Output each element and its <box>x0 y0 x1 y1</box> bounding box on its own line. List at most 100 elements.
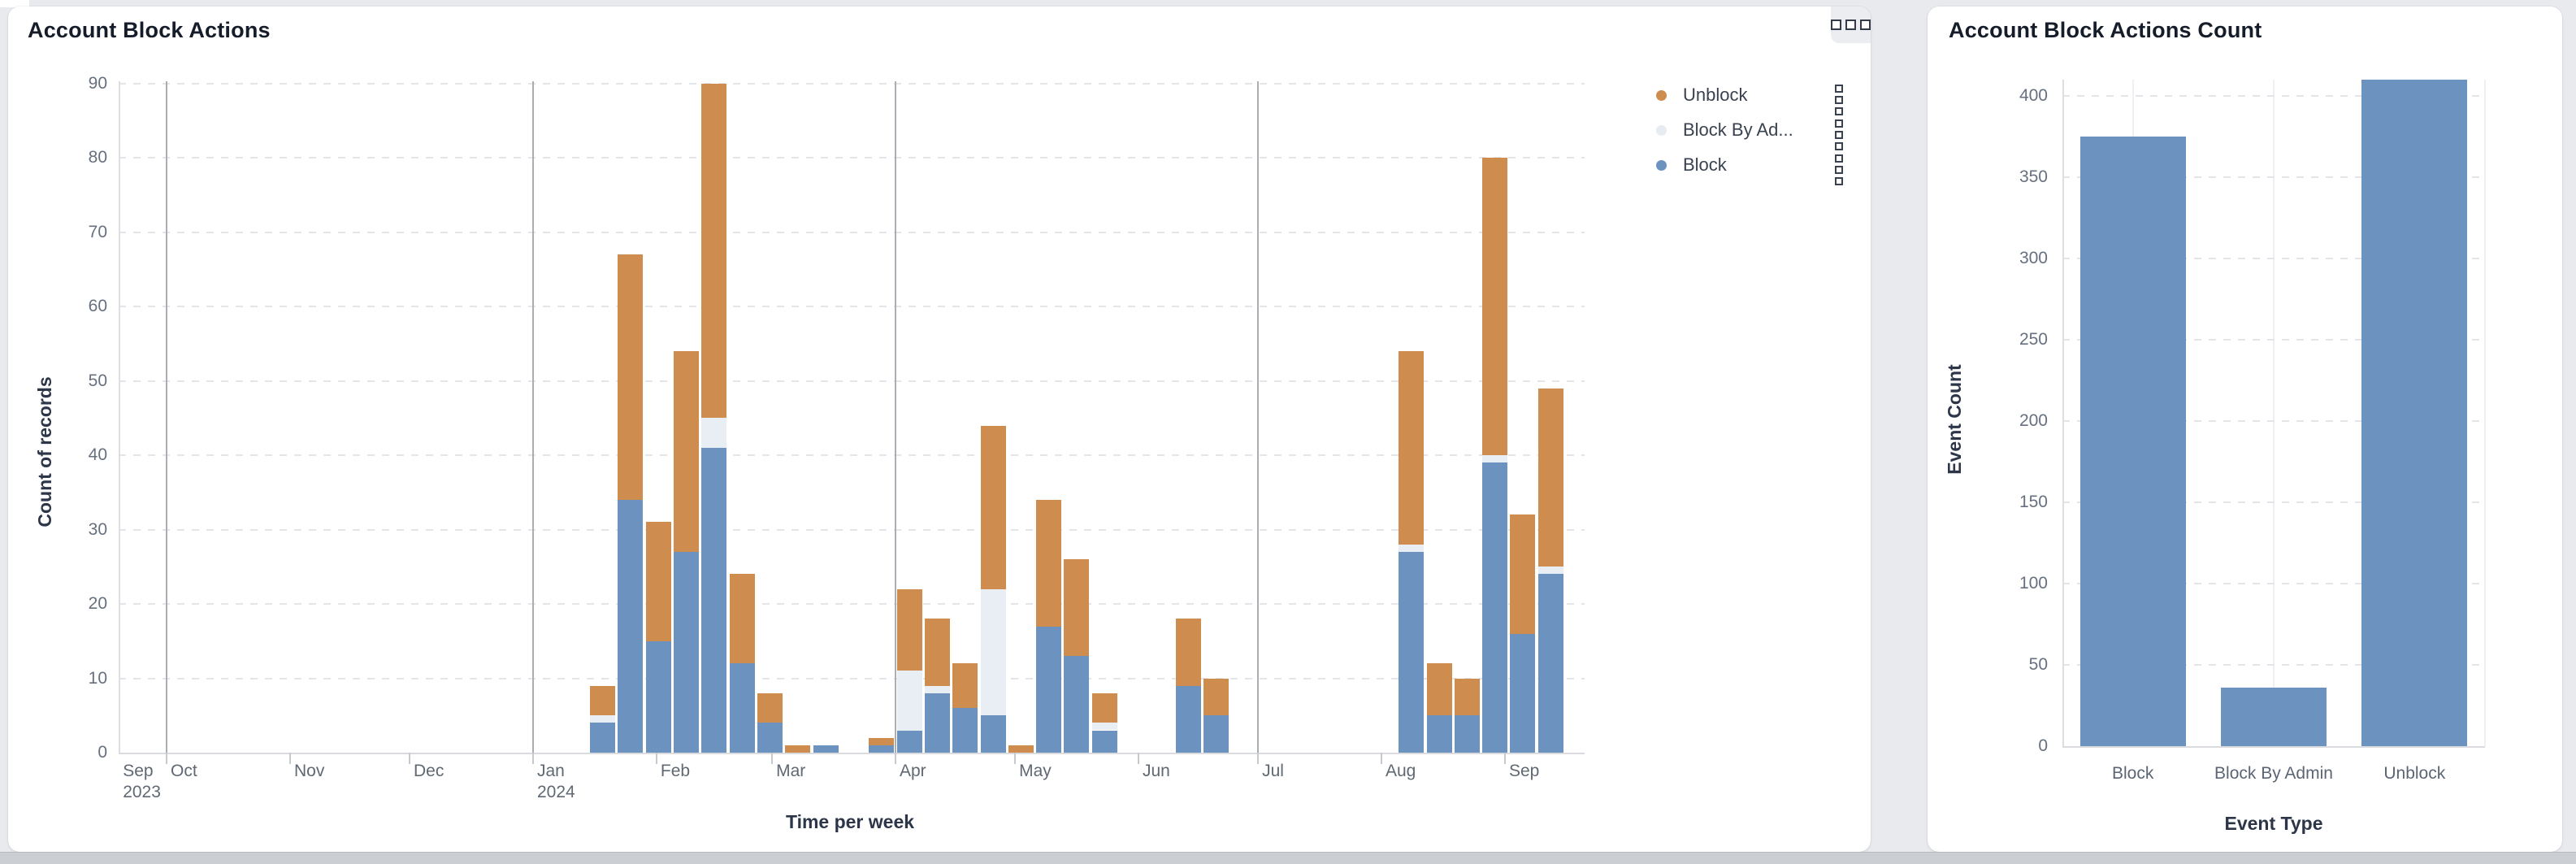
month-label-oct: Oct <box>171 762 197 780</box>
month-tick <box>409 753 410 764</box>
gridline-y-350 <box>2062 176 2485 178</box>
bar-segment-block[interactable] <box>980 715 1006 753</box>
bar-segment-block[interactable] <box>1426 715 1452 753</box>
y-tick-label: 400 <box>2019 86 2048 105</box>
month-label-feb: Feb <box>660 762 691 780</box>
bar-unblock[interactable] <box>2361 80 2468 746</box>
bar-segment-unblock[interactable] <box>1008 745 1034 753</box>
y-tick-label: 70 <box>88 222 107 241</box>
bar-segment-unblock[interactable] <box>869 737 895 745</box>
bar-segment-unblock[interactable] <box>757 693 783 723</box>
bar-segment-unblock[interactable] <box>980 425 1006 589</box>
bar-segment-unblock[interactable] <box>924 619 950 686</box>
bar-block-by-admin[interactable] <box>2221 688 2327 746</box>
month-label-jul: Jul <box>1262 762 1284 780</box>
bar-segment-block[interactable] <box>674 552 699 753</box>
panel-menu-button[interactable] <box>1831 7 1871 43</box>
bar-segment-unblock[interactable] <box>1426 663 1452 716</box>
legend-swatch-icon <box>1656 89 1667 101</box>
bar-segment-block[interactable] <box>813 745 839 753</box>
y-tick-label: 350 <box>2019 167 2048 186</box>
month-tick <box>655 753 657 764</box>
bar-segment-block[interactable] <box>1091 730 1117 753</box>
chart-legend: Unblock Block By Ad... Block <box>8 7 1871 852</box>
bar-segment-block[interactable] <box>924 693 950 753</box>
bar-segment-block[interactable] <box>1454 715 1480 753</box>
bar-segment-block-by-admin[interactable] <box>1399 544 1425 552</box>
month-tick <box>166 753 167 764</box>
bar-segment-unblock[interactable] <box>1036 500 1062 627</box>
legend-item-block[interactable]: Block <box>1656 153 1727 177</box>
month-tick <box>1138 753 1139 764</box>
bar-segment-block-by-admin[interactable] <box>1482 455 1508 463</box>
bar-segment-block[interactable] <box>1537 574 1563 753</box>
bar-segment-unblock[interactable] <box>1175 619 1201 686</box>
legend-item-label: Block <box>1683 154 1727 175</box>
bar-segment-unblock[interactable] <box>1064 559 1090 657</box>
bar-segment-unblock[interactable] <box>590 685 616 716</box>
bar-segment-unblock[interactable] <box>618 254 644 500</box>
month-tick <box>1257 753 1260 764</box>
bar-segment-block[interactable] <box>701 447 727 753</box>
right-panel-title: Account Block Actions Count <box>1949 18 2262 42</box>
y-tick-label: 50 <box>88 371 107 390</box>
bar-segment-unblock[interactable] <box>785 745 811 753</box>
bar-segment-unblock[interactable] <box>674 351 699 552</box>
bar-segment-block[interactable] <box>1510 633 1536 753</box>
legend-swatch-icon <box>1656 159 1667 171</box>
bar-segment-block[interactable] <box>645 640 671 753</box>
bar-segment-block[interactable] <box>618 500 644 753</box>
bar-segment-block-by-admin[interactable] <box>1091 723 1117 731</box>
bar-segment-unblock[interactable] <box>896 588 922 671</box>
y-tick-label: 30 <box>88 519 107 539</box>
bar-segment-block[interactable] <box>1175 685 1201 753</box>
bar-segment-block[interactable] <box>896 730 922 753</box>
bar-segment-unblock[interactable] <box>952 663 978 709</box>
month-label-dec: Dec <box>414 762 445 780</box>
bar-segment-block[interactable] <box>869 745 895 753</box>
bar-segment-block[interactable] <box>757 723 783 753</box>
bar-segment-unblock[interactable] <box>1537 388 1563 567</box>
bar-segment-block-by-admin[interactable] <box>980 588 1006 716</box>
bar-segment-block[interactable] <box>729 663 755 753</box>
month-label-jun: Jun <box>1143 762 1170 780</box>
gridline-y-90 <box>119 82 1585 85</box>
bar-segment-block-by-admin[interactable] <box>701 418 727 448</box>
bar-segment-unblock[interactable] <box>729 574 755 664</box>
month-tick <box>1014 753 1017 764</box>
bar-segment-block[interactable] <box>1482 462 1508 753</box>
vertical-gridline <box>2273 80 2275 746</box>
drag-handle-icon[interactable] <box>1835 85 1843 115</box>
legend-item-block-by-ad-[interactable]: Block By Ad... <box>1656 118 1793 142</box>
bar-segment-block-by-admin[interactable] <box>924 685 950 693</box>
month-label-jan: Jan 2024 <box>537 762 575 801</box>
bar-segment-unblock[interactable] <box>645 522 671 641</box>
bar-segment-block-by-admin[interactable] <box>896 671 922 731</box>
bar-segment-unblock[interactable] <box>1510 514 1536 634</box>
bar-block[interactable] <box>2079 137 2186 746</box>
bar-segment-unblock[interactable] <box>1482 158 1508 456</box>
bar-segment-unblock[interactable] <box>1091 693 1117 723</box>
bar-segment-block[interactable] <box>590 723 616 753</box>
y-tick-label: 250 <box>2019 330 2048 349</box>
bar-segment-block[interactable] <box>952 708 978 753</box>
month-label-mar: Mar <box>776 762 806 780</box>
month-tick <box>532 753 534 764</box>
drag-handle-icon[interactable] <box>1835 154 1843 185</box>
bar-segment-unblock[interactable] <box>1203 678 1229 716</box>
month-tick <box>771 753 774 764</box>
bar-segment-block-by-admin[interactable] <box>1537 567 1563 575</box>
bar-segment-unblock[interactable] <box>1399 351 1425 545</box>
legend-item-unblock[interactable]: Unblock <box>1656 83 1747 107</box>
bar-segment-block-by-admin[interactable] <box>590 715 616 723</box>
drag-handle-icon[interactable] <box>1835 119 1843 150</box>
bar-segment-block[interactable] <box>1399 552 1425 753</box>
panel-account-block-actions-count: Account Block Actions Count 0 50 100 150 200… <box>1928 7 2562 852</box>
bar-segment-unblock[interactable] <box>1454 678 1480 716</box>
bar-segment-block[interactable] <box>1203 715 1229 753</box>
bar-segment-block[interactable] <box>1036 626 1062 753</box>
bar-segment-block[interactable] <box>1064 656 1090 753</box>
bar-segment-unblock[interactable] <box>701 83 727 419</box>
y-tick-label: 80 <box>88 148 107 167</box>
horizontal-scrollbar[interactable] <box>0 852 2576 864</box>
